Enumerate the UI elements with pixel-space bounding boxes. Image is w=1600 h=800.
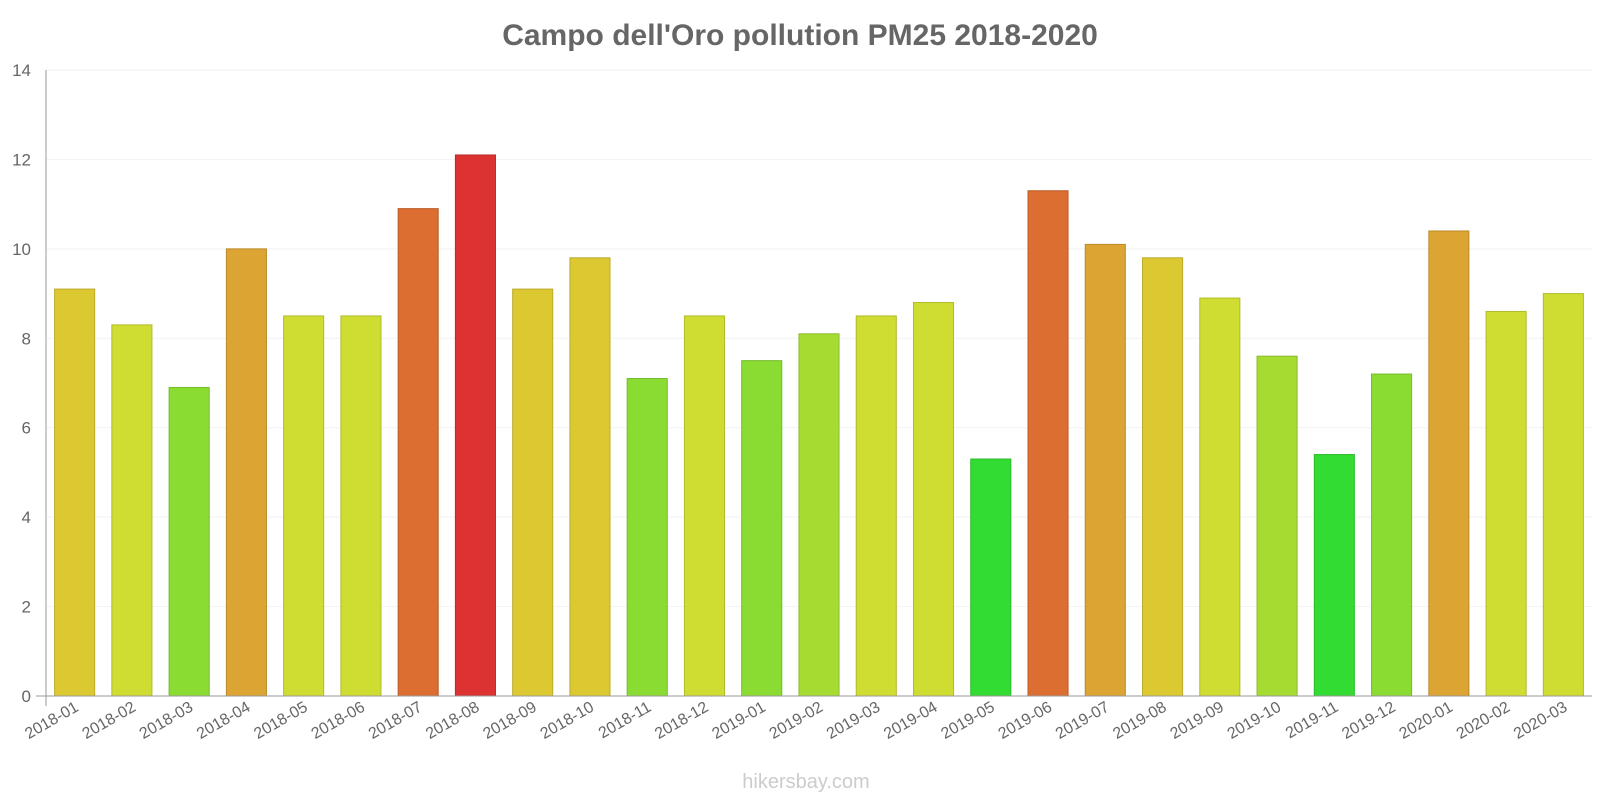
- bar-2018-11: [626, 378, 668, 697]
- x-tick-label: 2019-10: [1225, 699, 1284, 743]
- y-tick-label: 14: [12, 61, 31, 80]
- y-tick-label: 4: [22, 508, 31, 527]
- bar-2020-02: [1485, 310, 1527, 697]
- x-tick-label: 2019-07: [1053, 699, 1112, 743]
- x-tick-label: 2018-03: [137, 699, 196, 743]
- y-axis-ticks: 0 2 4 6 8 10 12 14: [12, 61, 31, 706]
- bar-2018-12: [683, 315, 726, 697]
- x-tick-label: 2018-10: [538, 699, 597, 743]
- x-axis-ticks: 2018-012018-022018-032018-042018-052018-…: [22, 699, 1570, 743]
- bar-2018-06: [340, 315, 382, 697]
- y-tick-label: 12: [12, 150, 31, 169]
- x-tick-label: 2019-09: [1167, 699, 1226, 743]
- bar-2018-07: [397, 208, 439, 697]
- bar-2019-06: [1027, 190, 1069, 697]
- x-tick-label: 2018-05: [251, 699, 310, 743]
- x-tick-label: 2019-06: [996, 699, 1055, 743]
- x-tick-label: 2020-03: [1511, 699, 1570, 743]
- bar-2019-05: [970, 458, 1012, 697]
- x-tick-label: 2020-02: [1454, 699, 1513, 743]
- bar-2019-12: [1371, 373, 1413, 697]
- bar-2019-03: [855, 315, 897, 697]
- x-tick-label: 2018-11: [596, 699, 654, 743]
- chart-title: Campo dell'Oro pollution PM25 2018-2020: [502, 19, 1098, 52]
- x-tick-label: 2019-02: [767, 699, 826, 743]
- x-tick-label: 2019-03: [824, 699, 883, 743]
- x-tick-label: 2019-11: [1283, 699, 1341, 743]
- y-tick-label: 0: [22, 687, 31, 706]
- bars: [54, 154, 1584, 697]
- bar-2020-03: [1542, 293, 1584, 697]
- bar-2019-04: [912, 302, 955, 697]
- x-tick-label: 2019-12: [1339, 699, 1398, 743]
- bar-2018-01: [54, 288, 96, 697]
- x-tick-label: 2019-05: [938, 699, 997, 743]
- x-tick-label: 2018-01: [22, 699, 81, 743]
- x-tick-label: 2020-01: [1396, 699, 1455, 743]
- x-tick-label: 2018-08: [423, 699, 482, 743]
- x-tick-label: 2018-06: [309, 699, 368, 743]
- bar-2019-07: [1084, 243, 1126, 697]
- credit-watermark: hikersbay.com: [742, 771, 869, 793]
- x-tick-label: 2019-01: [709, 699, 768, 743]
- bar-2019-10: [1256, 355, 1298, 697]
- x-tick-label: 2019-08: [1110, 699, 1169, 743]
- bar-2018-03: [168, 386, 210, 697]
- x-tick-label: 2018-12: [652, 699, 711, 743]
- bar-2019-02: [798, 333, 840, 697]
- bar-2020-01: [1428, 230, 1470, 697]
- bar-2019-01: [741, 360, 783, 697]
- x-tick-label: 2018-07: [366, 699, 425, 743]
- bar-2018-04: [225, 248, 267, 697]
- x-tick-label: 2018-04: [194, 699, 253, 743]
- y-tick-label: 6: [22, 419, 31, 438]
- bar-2018-09: [512, 288, 554, 697]
- y-tick-label: 2: [22, 598, 31, 617]
- x-tick-label: 2018-09: [480, 699, 539, 743]
- y-tick-label: 10: [12, 240, 31, 259]
- x-tick-label: 2019-04: [881, 699, 940, 743]
- bar-2018-05: [283, 315, 325, 697]
- bar-2018-08: [454, 154, 496, 697]
- bar-2019-09: [1199, 297, 1241, 697]
- bar-2019-08: [1142, 257, 1184, 697]
- x-tick-label: 2018-02: [80, 699, 139, 743]
- bar-2018-02: [111, 324, 153, 697]
- bar-2018-10: [569, 257, 611, 697]
- y-tick-label: 8: [22, 329, 31, 348]
- bar-2019-11: [1313, 454, 1355, 697]
